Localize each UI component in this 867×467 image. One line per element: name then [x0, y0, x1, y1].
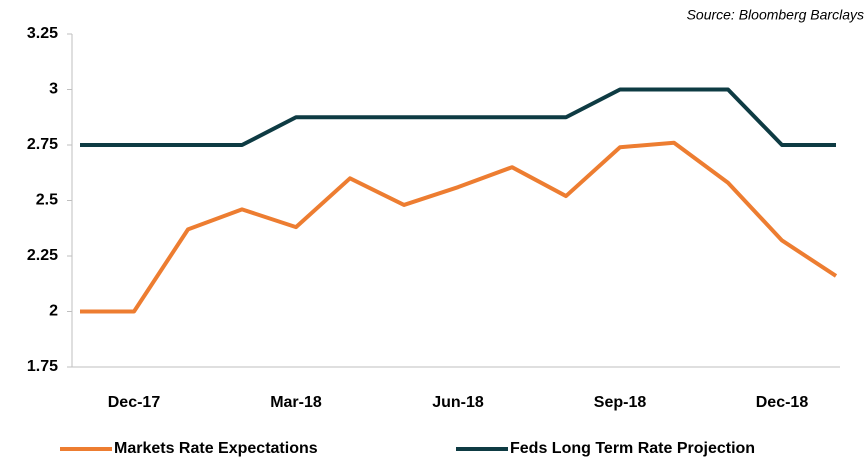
x-tick-label: Jun-18 [432, 394, 484, 411]
y-tick-label: 3 [49, 81, 58, 98]
x-tick-label: Sep-18 [594, 394, 647, 411]
x-tick-label: Dec-18 [756, 394, 809, 411]
y-tick-label: 2.5 [36, 192, 58, 209]
y-tick-label: 1.75 [27, 358, 58, 375]
legend-label: Feds Long Term Rate Projection [510, 440, 755, 457]
y-tick-label: 3.25 [27, 25, 58, 42]
source-note: Source: Bloomberg Barclays [687, 7, 864, 23]
y-tick-label: 2.25 [27, 247, 58, 264]
y-tick-label: 2.75 [27, 136, 58, 153]
data-line [80, 140, 838, 314]
x-tick-label: Dec-17 [108, 394, 161, 411]
y-tick-label: 2 [49, 303, 58, 320]
x-tick-label: Mar-18 [270, 394, 322, 411]
data-line [80, 87, 836, 147]
legend-label: Markets Rate Expectations [114, 440, 318, 457]
